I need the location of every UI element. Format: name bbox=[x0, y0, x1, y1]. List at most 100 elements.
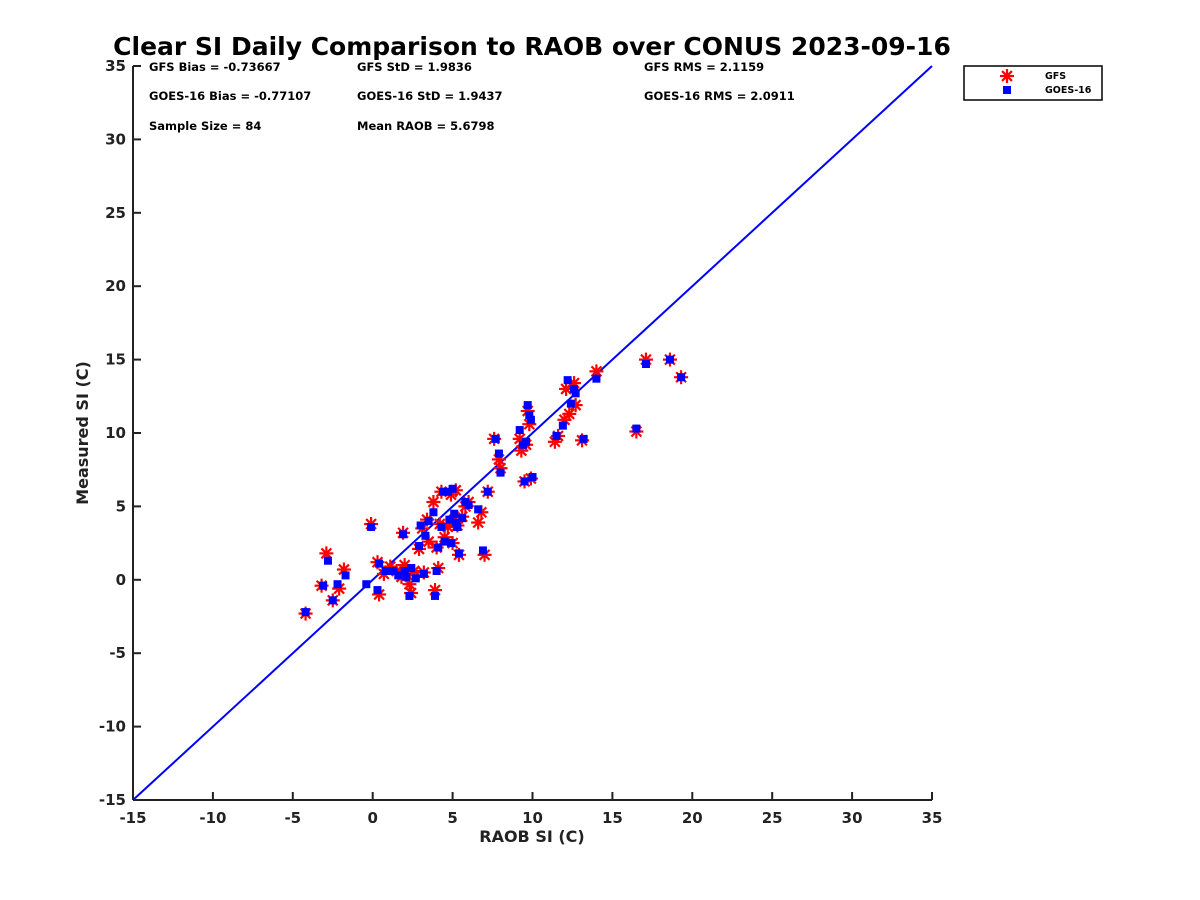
legend-box bbox=[963, 65, 1103, 101]
goes-16-point bbox=[419, 569, 428, 578]
x-tick-label: 25 bbox=[762, 809, 783, 827]
goes-16-point bbox=[558, 421, 567, 430]
y-tick-label: 20 bbox=[105, 277, 126, 295]
y-tick-label: 25 bbox=[105, 204, 126, 222]
goes-16-point bbox=[373, 586, 382, 595]
goes-16-point bbox=[458, 514, 467, 523]
legend: GFS GOES-16 bbox=[963, 65, 1103, 101]
goes-16-point bbox=[496, 468, 505, 477]
sample-size-stat: Sample Size = 84 bbox=[149, 119, 261, 133]
goes-16-point bbox=[341, 571, 350, 580]
x-tick-label: 15 bbox=[602, 809, 623, 827]
goes-16-point bbox=[375, 559, 384, 568]
goes-bias-stat: GOES-16 Bias = -0.77107 bbox=[149, 89, 311, 103]
legend-goes-marker bbox=[1003, 86, 1011, 94]
goes-16-point bbox=[301, 608, 310, 617]
chart-title: Clear SI Daily Comparison to RAOB over C… bbox=[113, 32, 951, 61]
y-tick-label: 10 bbox=[105, 424, 126, 442]
goes-16-point bbox=[443, 487, 452, 496]
goes-16-point bbox=[415, 542, 424, 551]
goes-16-point bbox=[440, 537, 449, 546]
goes-16-point bbox=[399, 530, 408, 539]
goes-16-point bbox=[478, 546, 487, 555]
x-tick-label: -15 bbox=[119, 809, 146, 827]
goes-16-point bbox=[515, 426, 524, 435]
gfs-point bbox=[471, 515, 486, 530]
gfs-series bbox=[298, 352, 689, 621]
goes-16-point bbox=[402, 572, 411, 581]
y-tick-label: -15 bbox=[99, 791, 126, 809]
legend-gfs-marker bbox=[1000, 69, 1014, 83]
goes-16-point bbox=[362, 580, 371, 589]
legend-goes-label: GOES-16 bbox=[1045, 85, 1092, 96]
goes-16-point bbox=[571, 389, 580, 398]
goes-16-point bbox=[525, 411, 534, 420]
goes-16-point bbox=[394, 571, 403, 580]
one-to-one-line-group bbox=[132, 65, 933, 801]
goes-16-point bbox=[434, 543, 443, 552]
goes-16-point bbox=[579, 434, 588, 443]
goes-16-point bbox=[632, 424, 641, 433]
y-tick-label: 35 bbox=[105, 57, 126, 75]
gfs-bias-stat: GFS Bias = -0.73667 bbox=[149, 60, 281, 74]
goes-16-point bbox=[526, 415, 535, 424]
goes-16-point bbox=[677, 373, 686, 382]
x-tick-label: 20 bbox=[682, 809, 703, 827]
goes-16-point bbox=[416, 521, 425, 530]
goes-16-point bbox=[528, 473, 537, 482]
x-tick-label: 10 bbox=[522, 809, 543, 827]
goes-16-point bbox=[431, 591, 440, 600]
goes-16-point bbox=[592, 374, 601, 383]
goes-16-point bbox=[333, 580, 342, 589]
goes-16-point bbox=[563, 376, 572, 385]
goes-16-point bbox=[439, 487, 448, 496]
gfs-rms-stat: GFS RMS = 2.1159 bbox=[644, 60, 764, 74]
goes-16-point bbox=[491, 434, 500, 443]
goes-16-point bbox=[405, 591, 414, 600]
goes-16-point bbox=[454, 549, 463, 558]
goes-16-point bbox=[400, 566, 409, 575]
x-tick-label: -5 bbox=[284, 809, 301, 827]
goes-16-point bbox=[437, 522, 446, 531]
stats-block: GFS Bias = -0.73667 GFS StD = 1.9836 GFS… bbox=[149, 60, 795, 133]
goes-16-point bbox=[328, 596, 337, 605]
gfs-point bbox=[426, 494, 441, 509]
goes-16-point bbox=[367, 522, 376, 531]
goes-16-series bbox=[301, 355, 686, 617]
goes-16-point bbox=[641, 360, 650, 369]
goes-16-point bbox=[520, 477, 529, 486]
goes-16-point bbox=[381, 566, 390, 575]
goes-16-point bbox=[451, 518, 460, 527]
goes-std-stat: GOES-16 StD = 1.9437 bbox=[357, 89, 502, 103]
gfs-std-stat: GFS StD = 1.9836 bbox=[357, 60, 472, 74]
goes-rms-stat: GOES-16 RMS = 2.0911 bbox=[644, 89, 795, 103]
goes-16-point bbox=[424, 517, 433, 526]
x-axis: -15 -10 -5 0 5 10 15 20 25 30 35 bbox=[119, 792, 942, 827]
legend-gfs-label: GFS bbox=[1045, 71, 1066, 82]
x-tick-label: 35 bbox=[922, 809, 943, 827]
y-axis: -15 -10 -5 0 5 10 15 20 25 30 35 bbox=[99, 57, 141, 809]
goes-16-point bbox=[407, 564, 416, 573]
x-tick-label: -10 bbox=[199, 809, 226, 827]
mean-raob-stat: Mean RAOB = 5.6798 bbox=[357, 119, 495, 133]
y-tick-label: 15 bbox=[105, 351, 126, 369]
goes-16-point bbox=[447, 539, 456, 548]
legend-goes-square-icon bbox=[1003, 86, 1011, 94]
legend-gfs-asterisk-icon bbox=[1000, 69, 1014, 83]
goes-16-point bbox=[411, 574, 420, 583]
goes-16-point bbox=[494, 449, 503, 458]
goes-16-point bbox=[474, 505, 483, 514]
goes-16-point bbox=[450, 509, 459, 518]
goes-16-point bbox=[464, 500, 473, 509]
goes-16-point bbox=[448, 484, 457, 493]
y-axis-label: Measured SI (C) bbox=[73, 361, 92, 505]
x-axis-label: RAOB SI (C) bbox=[479, 827, 584, 846]
goes-16-point bbox=[522, 437, 531, 446]
goes-16-point bbox=[566, 399, 575, 408]
one-to-one-line bbox=[132, 65, 933, 801]
goes-16-point bbox=[421, 531, 430, 540]
x-tick-label: 5 bbox=[447, 809, 457, 827]
goes-16-point bbox=[445, 515, 454, 524]
x-tick-label: 30 bbox=[842, 809, 863, 827]
